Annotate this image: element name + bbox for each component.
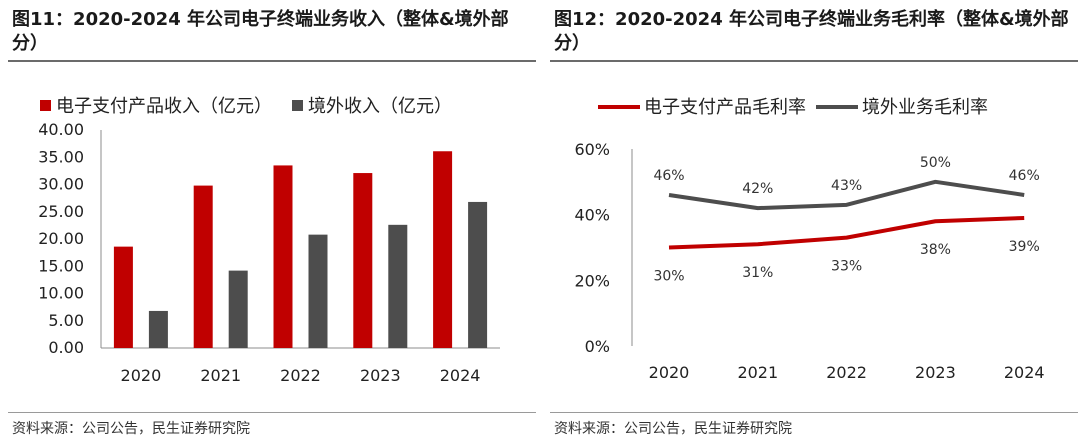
y-tick-label: 0% (585, 337, 610, 356)
bar-payment-revenue-2023 (353, 173, 373, 348)
y-tick-label: 40% (574, 206, 610, 225)
y-tick-label: 10.00 (38, 284, 84, 303)
bar-overseas-revenue-2024 (468, 201, 488, 348)
payment-margin-label-2024: 39% (1009, 239, 1040, 255)
right-chart-title: 图12：2020-2024 年公司电子终端业务毛利率（整体&境外部分） (554, 9, 1069, 54)
overseas-margin-label-2024: 46% (1009, 168, 1040, 184)
left-source-note: 资料来源：公司公告，民生证券研究院 (12, 421, 250, 437)
x-tick-label: 2021 (200, 366, 241, 385)
right-source-rule (550, 412, 1078, 413)
payment-margin-label-2022: 33% (831, 259, 862, 275)
y-tick-label: 0.00 (48, 338, 84, 357)
y-tick-label: 20.00 (38, 229, 84, 248)
bar-payment-revenue-2020 (113, 246, 133, 348)
x-tick-label: 2024 (1004, 363, 1045, 382)
legend-swatch-2 (292, 100, 303, 111)
bar-payment-revenue-2021 (193, 185, 213, 348)
overseas-margin-label-2021: 42% (742, 181, 773, 197)
payment-margin-label-2020: 30% (653, 269, 684, 285)
bar-overseas-revenue-2023 (388, 224, 408, 348)
bar-overseas-revenue-2021 (228, 270, 248, 348)
x-tick-label: 2020 (649, 363, 690, 382)
bar-overseas-revenue-2020 (148, 310, 168, 348)
overseas-margin-label-2023: 50% (920, 155, 951, 171)
legend-swatch-1 (40, 100, 51, 111)
margin-line-chart: 电子支付产品毛利率 境外业务毛利率 0% 20% 40% 60% 2020 2021 2022 2… (574, 97, 1045, 382)
payment-margin-label-2021: 31% (742, 265, 773, 281)
y-tick-label: 40.00 (38, 120, 84, 139)
left-panel: 图11：2020-2024 年公司电子终端业务收入（整体&境外部分） 电子支付产… (8, 0, 538, 447)
right-panel: 图12：2020-2024 年公司电子终端业务毛利率（整体&境外部分） 电子支付… (550, 0, 1080, 447)
bar-payment-revenue-2024 (433, 151, 453, 348)
y-tick-label: 60% (574, 140, 610, 159)
x-tick-label: 2022 (280, 366, 321, 385)
bar-payment-revenue-2022 (273, 165, 293, 348)
legend-label-2: 境外业务毛利率 (862, 97, 988, 118)
x-tick-label: 2022 (826, 363, 867, 382)
y-tick-label: 25.00 (38, 202, 84, 221)
x-tick-label: 2023 (360, 366, 401, 385)
overseas-margin-label-2020: 46% (653, 168, 684, 184)
y-tick-label: 35.00 (38, 147, 84, 166)
x-tick-label: 2023 (915, 363, 956, 382)
y-tick-label: 5.00 (48, 311, 84, 330)
revenue-bar-chart: 电子支付产品收入（亿元） 境外收入（亿元） 0.00 5.00 10.00 15.00 20… (38, 96, 500, 385)
payment-margin-label-2023: 38% (920, 242, 951, 258)
legend-label-1: 电子支付产品毛利率 (644, 97, 806, 118)
bar-overseas-revenue-2022 (308, 234, 328, 348)
legend-label-1: 电子支付产品收入（亿元） (56, 96, 272, 117)
right-source-note: 资料来源：公司公告，民生证券研究院 (554, 421, 792, 437)
right-title-rule (550, 60, 1078, 62)
left-chart-title: 图11：2020-2024 年公司电子终端业务收入（整体&境外部分） (12, 9, 509, 54)
legend-label-2: 境外收入（亿元） (308, 96, 452, 117)
overseas-margin-line (668, 179, 1025, 211)
x-tick-label: 2024 (440, 366, 481, 385)
y-tick-label: 15.00 (38, 256, 84, 275)
y-tick-label: 30.00 (38, 175, 84, 194)
overseas-margin-label-2022: 43% (831, 178, 862, 194)
x-tick-label: 2020 (121, 366, 162, 385)
x-tick-label: 2021 (737, 363, 778, 382)
payment-margin-line (668, 215, 1025, 250)
left-source-rule (8, 412, 536, 413)
left-title-rule (8, 60, 536, 62)
y-tick-label: 20% (574, 271, 610, 290)
